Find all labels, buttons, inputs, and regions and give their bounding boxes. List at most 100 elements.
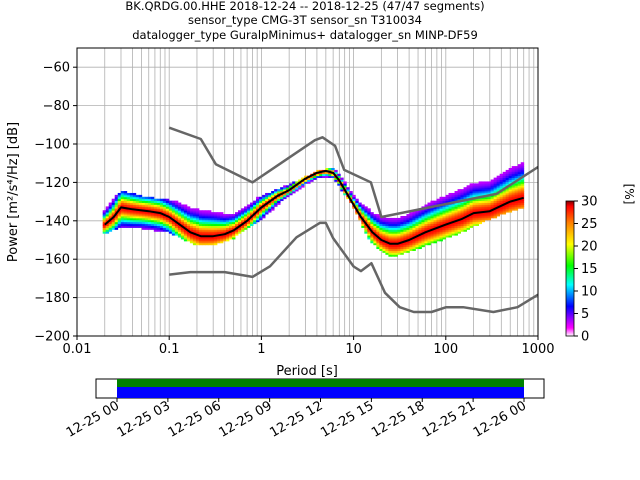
psd-cell bbox=[253, 202, 257, 205]
plot-frame bbox=[76, 47, 539, 337]
psd-cell bbox=[204, 240, 209, 244]
psd-cell bbox=[445, 210, 449, 213]
psd-cell bbox=[123, 191, 128, 194]
psd-cell bbox=[120, 198, 125, 202]
psd-cell bbox=[388, 221, 392, 225]
psd-cell bbox=[189, 235, 194, 238]
psd-cell bbox=[454, 229, 458, 232]
psd-cell bbox=[517, 206, 522, 209]
psd-cell bbox=[174, 231, 179, 234]
psd-cell bbox=[520, 179, 525, 182]
psd-cell bbox=[376, 242, 380, 246]
psd-cell bbox=[310, 175, 314, 178]
psd-cell bbox=[114, 217, 119, 221]
psd-cell bbox=[403, 244, 407, 248]
psd-cell bbox=[376, 216, 380, 219]
psd-cell bbox=[168, 229, 173, 232]
psd-cell bbox=[382, 225, 386, 228]
psd-cell bbox=[511, 177, 516, 180]
psd-cell bbox=[505, 204, 510, 207]
psd-cell bbox=[232, 235, 236, 238]
psd-cell bbox=[370, 223, 374, 226]
psd-cell bbox=[268, 204, 272, 207]
psd-cell bbox=[129, 225, 134, 228]
psd-cell bbox=[219, 223, 224, 226]
psd-cell bbox=[171, 206, 176, 209]
psd-cell bbox=[409, 233, 413, 236]
psd-cell bbox=[168, 231, 173, 234]
psd-cell bbox=[412, 233, 416, 236]
psd-cell bbox=[475, 194, 480, 198]
psd-cell bbox=[235, 212, 239, 215]
psd-cell bbox=[454, 214, 458, 217]
psd-cell bbox=[487, 200, 492, 203]
psd-cell bbox=[445, 200, 449, 203]
psd-cell bbox=[198, 231, 203, 234]
psd-cell bbox=[469, 225, 473, 228]
psd-cell bbox=[286, 191, 290, 194]
psd-cell bbox=[421, 217, 425, 221]
psd-cell bbox=[180, 219, 185, 223]
psd-cell bbox=[388, 252, 392, 255]
psd-cell bbox=[174, 216, 179, 219]
psd-cell bbox=[451, 223, 455, 226]
psd-cell bbox=[256, 216, 260, 219]
psd-cell bbox=[310, 179, 314, 182]
psd-cell bbox=[478, 187, 483, 190]
psd-cell bbox=[165, 210, 170, 213]
psd-cell bbox=[436, 231, 440, 234]
psd-cell bbox=[111, 225, 116, 228]
psd-cell bbox=[499, 206, 504, 209]
psd-cell bbox=[427, 210, 431, 213]
psd-cell bbox=[484, 189, 489, 192]
psd-cell bbox=[108, 221, 113, 225]
psd-cell bbox=[162, 221, 167, 225]
psd-cell bbox=[412, 227, 416, 230]
psd-cell bbox=[198, 216, 203, 219]
psd-cell bbox=[415, 239, 419, 242]
psd-cell bbox=[382, 219, 386, 223]
psd-cell bbox=[171, 208, 176, 211]
psd-cell bbox=[358, 212, 362, 215]
psd-cell bbox=[469, 194, 473, 198]
psd-cell bbox=[165, 229, 170, 232]
psd-cell bbox=[502, 194, 507, 198]
psd-cell bbox=[192, 240, 197, 244]
psd-cell bbox=[376, 231, 380, 234]
psd-cell bbox=[135, 216, 140, 219]
psd-cell bbox=[508, 206, 513, 209]
psd-cell bbox=[210, 233, 215, 236]
psd-cell bbox=[135, 204, 140, 207]
psd-cell bbox=[385, 239, 389, 242]
psd-cell bbox=[478, 208, 483, 211]
psd-cell bbox=[222, 219, 227, 223]
psd-cell bbox=[195, 223, 200, 226]
psd-cell bbox=[385, 250, 389, 253]
psd-cell bbox=[138, 221, 143, 225]
psd-cell bbox=[469, 217, 473, 221]
psd-cell bbox=[409, 217, 413, 221]
psd-cell bbox=[150, 202, 155, 205]
psd-cell bbox=[370, 217, 374, 221]
psd-cell bbox=[265, 204, 269, 207]
psd-cell bbox=[156, 210, 161, 213]
psd-cell bbox=[207, 229, 212, 232]
psd-cell bbox=[219, 214, 224, 217]
psd-cell bbox=[153, 198, 158, 202]
psd-cell bbox=[204, 223, 209, 226]
psd-cell bbox=[502, 173, 507, 177]
psd-cell bbox=[168, 227, 173, 230]
timeline-tick-label: 12-25 12 bbox=[267, 398, 325, 440]
psd-cell bbox=[400, 244, 404, 248]
psd-cell bbox=[277, 198, 281, 202]
psd-cell bbox=[448, 216, 452, 219]
psd-cell bbox=[481, 202, 486, 205]
psd-cell bbox=[430, 221, 434, 225]
psd-cell bbox=[460, 223, 464, 226]
psd-cell bbox=[412, 223, 416, 226]
psd-cell bbox=[153, 229, 158, 232]
psd-cell bbox=[259, 202, 263, 205]
psd-cell bbox=[475, 206, 480, 209]
psd-cell bbox=[430, 240, 434, 244]
psd-cell bbox=[466, 200, 470, 203]
